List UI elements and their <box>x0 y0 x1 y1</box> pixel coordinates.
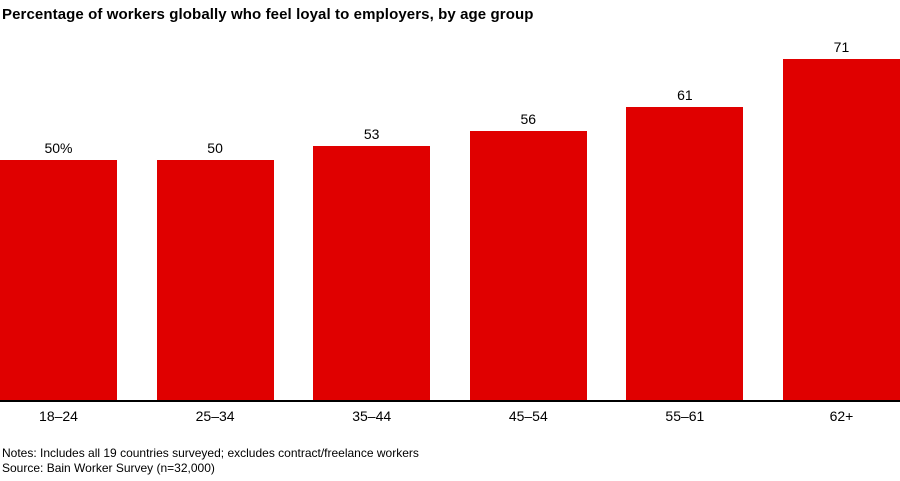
bar <box>0 160 117 400</box>
bar <box>313 146 431 400</box>
chart-title: Percentage of workers globally who feel … <box>2 6 534 23</box>
x-axis-line <box>0 400 900 402</box>
bars-row: 50% 50 53 56 61 71 <box>0 39 900 400</box>
bar-value-label: 71 <box>833 39 850 55</box>
x-axis-tick-label: 35–44 <box>352 408 392 424</box>
bar-group: 50% <box>0 140 117 400</box>
x-axis-tick-label: 25–34 <box>195 408 235 424</box>
bar-group: 61 <box>626 87 744 400</box>
source-text: Source: Bain Worker Survey (n=32,000) <box>2 461 215 475</box>
bar-value-label: 61 <box>677 87 693 103</box>
bar <box>782 59 900 400</box>
bar-value-label: 53 <box>363 126 380 142</box>
x-axis-tick-label: 18–24 <box>39 408 78 424</box>
bar-value-label: 50% <box>44 140 73 156</box>
notes-text: Notes: Includes all 19 countries surveye… <box>2 446 419 460</box>
bar-group: 50 <box>156 140 274 400</box>
x-axis-tick-label: 45–54 <box>508 408 548 424</box>
bar <box>156 160 274 400</box>
x-axis-tick-labels: 18–24 25–34 35–44 45–54 55–61 62+ <box>0 408 900 425</box>
bar-chart: 50% 50 53 56 61 71 <box>0 39 900 400</box>
bar-group: 53 <box>313 126 431 400</box>
footnotes: Notes: Includes all 19 countries surveye… <box>2 446 419 476</box>
bar-value-label: 50 <box>207 140 223 156</box>
x-axis-tick-label: 55–61 <box>665 408 705 424</box>
bar <box>469 131 587 400</box>
bar-group: 71 <box>782 39 900 400</box>
x-axis-tick-label: 62+ <box>829 408 854 424</box>
bar <box>626 107 744 400</box>
bar-value-label: 56 <box>520 111 537 127</box>
bar-group: 56 <box>469 111 587 400</box>
